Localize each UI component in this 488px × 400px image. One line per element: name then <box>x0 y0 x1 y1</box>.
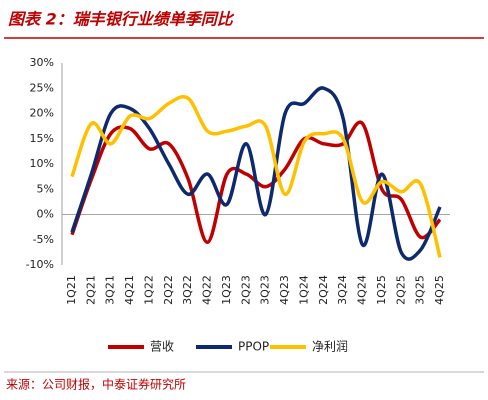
x-tick-label: 4Q22 <box>201 275 214 305</box>
legend-label: PPOP <box>238 340 269 354</box>
x-tick-label: 4Q25 <box>433 275 446 305</box>
x-tick-label: 3Q23 <box>259 275 272 305</box>
x-tick-label: 4Q21 <box>123 275 136 305</box>
x-tick-label: 2Q21 <box>84 275 97 305</box>
x-tick-label: 2Q22 <box>162 275 175 305</box>
y-tick-label: -10% <box>26 258 54 271</box>
x-tick-label: 1Q25 <box>375 275 388 305</box>
y-tick-label: 10% <box>30 157 54 170</box>
y-tick-label: 25% <box>30 81 54 94</box>
series-line <box>70 86 442 261</box>
x-tick-label: 2Q24 <box>317 275 330 305</box>
series-line <box>70 94 442 258</box>
x-tick-label: 2Q23 <box>239 275 252 305</box>
y-tick-label: 5% <box>37 182 54 195</box>
y-tick-label: -5% <box>33 233 54 246</box>
x-tick-label: 1Q23 <box>220 275 233 305</box>
y-tick-label: 15% <box>30 132 54 145</box>
legend-label: 净利润 <box>312 340 348 354</box>
y-tick-label: 20% <box>30 107 54 120</box>
x-tick-label: 4Q23 <box>278 275 291 305</box>
x-tick-label: 4Q24 <box>356 275 369 305</box>
x-tick-label: 1Q22 <box>142 275 155 305</box>
y-tick-label: 30% <box>30 56 54 69</box>
x-tick-label: 3Q21 <box>104 275 117 305</box>
legend-label: 营收 <box>150 340 174 354</box>
chart-title: 图表 2：瑞丰银行业绩单季同比 <box>8 10 235 29</box>
x-tick-label: 3Q25 <box>414 275 427 305</box>
x-tick-label: 1Q24 <box>297 275 310 305</box>
source: 来源：公司财报，中泰证券研究所 <box>6 377 186 392</box>
x-tick-label: 1Q21 <box>65 275 78 305</box>
x-tick-label: 3Q24 <box>336 275 349 305</box>
x-tick-label: 2Q25 <box>394 275 407 305</box>
x-tick-label: 3Q22 <box>181 275 194 305</box>
y-tick-label: 0% <box>37 208 54 221</box>
